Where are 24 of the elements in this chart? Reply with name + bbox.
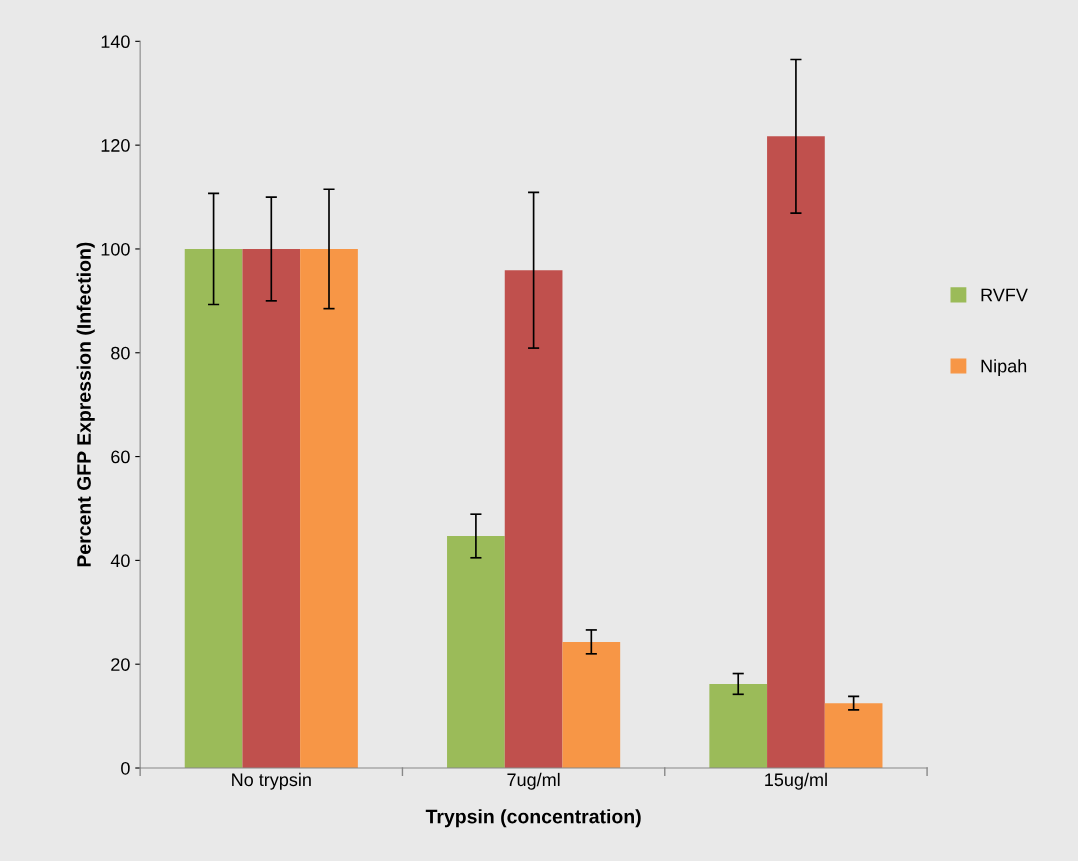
bar: [300, 248, 358, 769]
bar: [447, 535, 505, 769]
x-tick-label: 7ug/ml: [507, 772, 560, 790]
bar: [824, 703, 883, 769]
y-tick-label: 100: [101, 242, 130, 256]
bar: [504, 270, 563, 769]
y-tick-label: 40: [110, 554, 130, 568]
bar: [184, 248, 243, 769]
y-tick-label: 20: [111, 658, 130, 671]
bar: [562, 641, 621, 769]
legend-label: RVFV: [981, 288, 1028, 302]
y-tick-label: 140: [101, 35, 130, 49]
x-tick-label: 15ug/ml: [765, 772, 827, 790]
y-tick-label: 120: [101, 139, 130, 152]
x-axis-title: Trypsin (concentration): [425, 809, 641, 828]
y-tick-label: 80: [111, 346, 130, 360]
legend-label: Nipah: [981, 359, 1027, 377]
y-axis-title: Percent GFP Expression (Infection): [76, 242, 95, 567]
y-tick-label: 0: [121, 761, 130, 775]
bar: [709, 683, 768, 769]
x-tick-label: No trypsin: [232, 772, 311, 790]
y-tick-label: 60: [111, 450, 130, 464]
bar: [242, 248, 301, 769]
bar: [767, 136, 825, 769]
